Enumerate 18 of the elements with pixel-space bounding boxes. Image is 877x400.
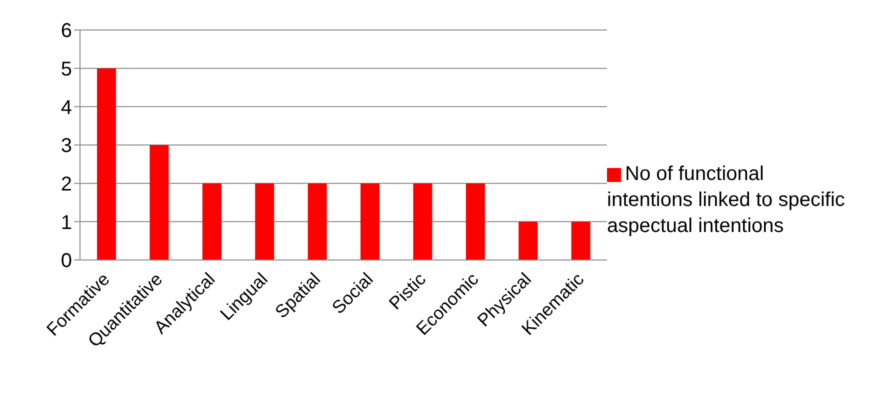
y-tick-label: 0	[60, 250, 72, 272]
bar	[466, 183, 485, 260]
y-tick-label: 1	[60, 212, 72, 234]
y-tick-label: 2	[60, 173, 72, 196]
bar	[413, 183, 432, 260]
legend-label: No of functional intentions linked to specific aspectual intentions	[607, 163, 845, 237]
bar	[202, 183, 222, 260]
bar	[308, 183, 327, 260]
bar	[360, 183, 380, 260]
y-tick-label: 4	[60, 96, 72, 119]
bar	[518, 222, 538, 260]
bar	[255, 183, 274, 260]
y-tick-label: 3	[60, 135, 72, 158]
bar	[150, 145, 169, 260]
y-tick-label: 6	[60, 20, 72, 42]
y-tick-label: 5	[60, 58, 72, 80]
bar	[571, 222, 590, 260]
bar	[97, 68, 116, 260]
